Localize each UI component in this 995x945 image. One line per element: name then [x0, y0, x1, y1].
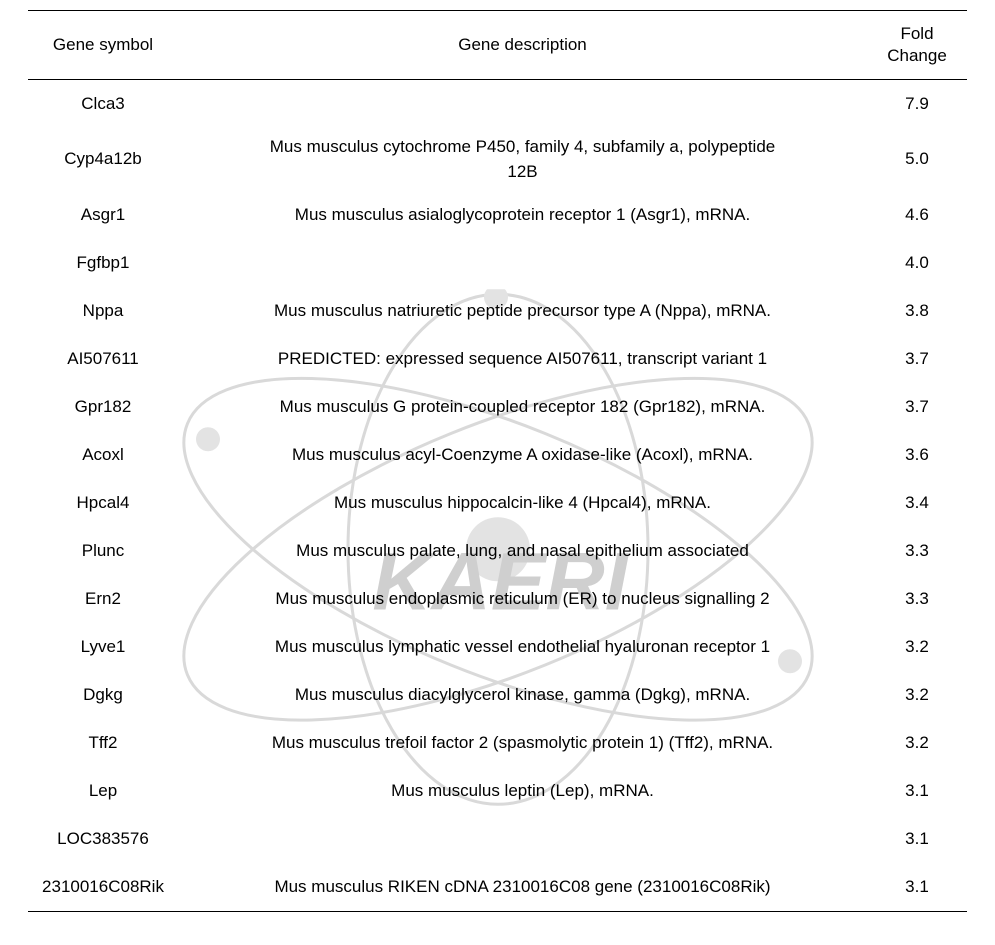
gene-description-cell: Mus musculus trefoil factor 2 (spasmolyt…	[178, 720, 867, 768]
gene-symbol-cell: Clca3	[28, 80, 178, 128]
fold-change-cell: 3.6	[867, 432, 967, 480]
table-row: AI507611PREDICTED: expressed sequence AI…	[28, 336, 967, 384]
table-row: PluncMus musculus palate, lung, and nasa…	[28, 528, 967, 576]
table-row: LepMus musculus leptin (Lep), mRNA.3.1	[28, 768, 967, 816]
gene-description-cell	[178, 816, 867, 864]
table-header: Gene symbol Gene description Fold Change	[28, 11, 967, 80]
header-fold-change: Fold Change	[867, 11, 967, 80]
table-row: Clca3 7.9	[28, 80, 967, 128]
fold-change-cell: 3.1	[867, 768, 967, 816]
fold-change-cell: 3.4	[867, 480, 967, 528]
header-gene-description: Gene description	[178, 11, 867, 80]
gene-description-cell	[178, 240, 867, 288]
gene-description-cell: Mus musculus diacylglycerol kinase, gamm…	[178, 672, 867, 720]
fold-change-cell: 3.3	[867, 576, 967, 624]
gene-description-cell: Mus musculus asialoglycoprotein receptor…	[178, 192, 867, 240]
fold-change-cell: 3.2	[867, 672, 967, 720]
gene-symbol-cell: Ern2	[28, 576, 178, 624]
fold-change-cell: 3.8	[867, 288, 967, 336]
table-row: AcoxlMus musculus acyl-Coenzyme A oxidas…	[28, 432, 967, 480]
fold-change-cell: 4.0	[867, 240, 967, 288]
table-row: Tff2Mus musculus trefoil factor 2 (spasm…	[28, 720, 967, 768]
table-row: Ern2Mus musculus endoplasmic reticulum (…	[28, 576, 967, 624]
gene-description-cell: Mus musculus palate, lung, and nasal epi…	[178, 528, 867, 576]
gene-description-cell	[178, 80, 867, 128]
gene-symbol-cell: Plunc	[28, 528, 178, 576]
gene-description-cell: Mus musculus RIKEN cDNA 2310016C08 gene …	[178, 864, 867, 912]
gene-symbol-cell: Asgr1	[28, 192, 178, 240]
fold-change-cell: 3.1	[867, 864, 967, 912]
gene-table-container: Gene symbol Gene description Fold Change…	[0, 0, 995, 922]
table-row: Lyve1Mus musculus lymphatic vessel endot…	[28, 624, 967, 672]
gene-description-cell: Mus musculus endoplasmic reticulum (ER) …	[178, 576, 867, 624]
table-row: LOC383576 3.1	[28, 816, 967, 864]
header-gene-symbol: Gene symbol	[28, 11, 178, 80]
gene-symbol-cell: Fgfbp1	[28, 240, 178, 288]
gene-symbol-cell: Cyp4a12b	[28, 128, 178, 192]
table-row: Fgfbp1 4.0	[28, 240, 967, 288]
gene-description-cell: Mus musculus cytochrome P450, family 4, …	[178, 128, 867, 192]
fold-change-cell: 5.0	[867, 128, 967, 192]
gene-symbol-cell: LOC383576	[28, 816, 178, 864]
fold-change-cell: 3.7	[867, 384, 967, 432]
table-row: Hpcal4Mus musculus hippocalcin-like 4 (H…	[28, 480, 967, 528]
gene-description-cell: Mus musculus natriuretic peptide precurs…	[178, 288, 867, 336]
gene-symbol-cell: Hpcal4	[28, 480, 178, 528]
table-row: Gpr182Mus musculus G protein-coupled rec…	[28, 384, 967, 432]
gene-description-cell: Mus musculus acyl-Coenzyme A oxidase-lik…	[178, 432, 867, 480]
fold-change-cell: 3.2	[867, 720, 967, 768]
gene-symbol-cell: Acoxl	[28, 432, 178, 480]
fold-change-cell: 3.7	[867, 336, 967, 384]
fold-change-cell: 4.6	[867, 192, 967, 240]
gene-description-cell: Mus musculus hippocalcin-like 4 (Hpcal4)…	[178, 480, 867, 528]
fold-change-cell: 7.9	[867, 80, 967, 128]
gene-symbol-cell: Lyve1	[28, 624, 178, 672]
gene-symbol-cell: Nppa	[28, 288, 178, 336]
gene-symbol-cell: Tff2	[28, 720, 178, 768]
gene-symbol-cell: Gpr182	[28, 384, 178, 432]
gene-description-cell: PREDICTED: expressed sequence AI507611, …	[178, 336, 867, 384]
gene-symbol-cell: Lep	[28, 768, 178, 816]
table-row: 2310016C08RikMus musculus RIKEN cDNA 231…	[28, 864, 967, 912]
table-row: Asgr1Mus musculus asialoglycoprotein rec…	[28, 192, 967, 240]
gene-description-cell: Mus musculus G protein-coupled receptor …	[178, 384, 867, 432]
gene-description-cell: Mus musculus lymphatic vessel endothelia…	[178, 624, 867, 672]
gene-symbol-cell: AI507611	[28, 336, 178, 384]
table-row: Cyp4a12bMus musculus cytochrome P450, fa…	[28, 128, 967, 192]
gene-symbol-cell: Dgkg	[28, 672, 178, 720]
gene-table: Gene symbol Gene description Fold Change…	[28, 10, 967, 912]
table-row: NppaMus musculus natriuretic peptide pre…	[28, 288, 967, 336]
table-body: Clca37.9Cyp4a12bMus musculus cytochrome …	[28, 80, 967, 912]
fold-change-cell: 3.3	[867, 528, 967, 576]
gene-description-cell: Mus musculus leptin (Lep), mRNA.	[178, 768, 867, 816]
header-row: Gene symbol Gene description Fold Change	[28, 11, 967, 80]
fold-change-cell: 3.1	[867, 816, 967, 864]
gene-symbol-cell: 2310016C08Rik	[28, 864, 178, 912]
table-row: DgkgMus musculus diacylglycerol kinase, …	[28, 672, 967, 720]
fold-change-cell: 3.2	[867, 624, 967, 672]
